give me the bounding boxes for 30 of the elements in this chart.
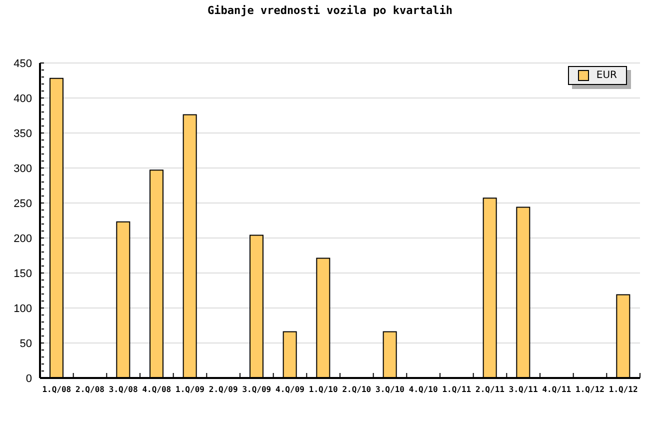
x-tick-label: 4.Q/11 [542, 385, 572, 394]
x-tick-label: 3.Q/09 [242, 385, 272, 394]
y-tick-label: 350 [14, 128, 32, 140]
y-tick-label: 100 [14, 303, 32, 315]
x-tick-label: 2.Q/08 [76, 385, 105, 394]
x-tick-label: 1.Q/12 [576, 385, 605, 394]
x-tick-label: 1.Q/09 [176, 385, 205, 394]
x-tick-label: 4.Q/09 [276, 385, 305, 394]
y-tick-label: 150 [14, 268, 32, 280]
x-tick-label: 3.Q/11 [508, 385, 538, 394]
chart-title: Gibanje vrednosti vozila po kvartalih [206, 4, 454, 17]
x-tick-label: 4.Q/08 [142, 385, 172, 394]
y-tick-label: 450 [14, 58, 32, 70]
y-tick-label: 200 [14, 233, 32, 245]
x-tick-label: 4.Q/10 [408, 385, 438, 394]
y-tick-label: 300 [14, 163, 32, 175]
y-tick-label: 50 [20, 338, 32, 350]
x-tick-label: 1.Q/10 [308, 385, 338, 394]
x-tick-label: 1.Q/12 [608, 385, 638, 394]
legend-label: EUR [596, 70, 617, 81]
x-tick-label: 2.Q/10 [342, 385, 372, 394]
x-tick-label: 1.Q/08 [42, 385, 72, 394]
y-tick-label: 250 [14, 198, 32, 210]
x-tick-label: 1.Q/11 [442, 385, 472, 394]
y-tick-label: 0 [26, 373, 32, 385]
x-tick-label: 3.Q/10 [376, 385, 405, 394]
x-tick-label: 3.Q/08 [108, 385, 138, 394]
y-tick-label: 400 [14, 93, 32, 105]
x-tick-label: 2.Q/11 [476, 385, 505, 394]
x-tick-label: 2.Q/09 [208, 385, 238, 394]
